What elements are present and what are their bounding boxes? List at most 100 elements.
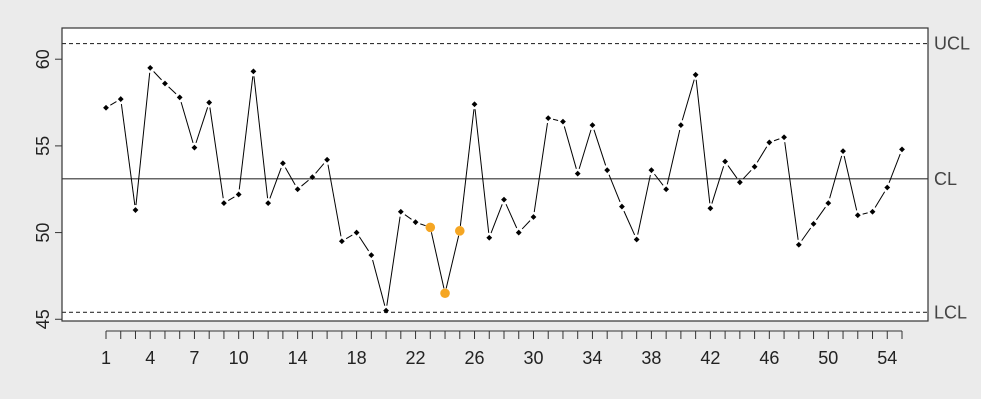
series-segment: [756, 146, 768, 163]
series-segment: [404, 214, 412, 220]
series-segment: [238, 76, 254, 190]
data-point: [854, 212, 861, 219]
data-point: [736, 179, 743, 186]
plot-area: [61, 27, 929, 322]
series-segment: [801, 227, 812, 241]
series-segment: [727, 165, 738, 179]
series-segment: [784, 142, 799, 240]
data-point: [766, 139, 773, 146]
series-segment: [654, 173, 664, 186]
series-segment: [195, 107, 209, 144]
data-point: [604, 167, 611, 174]
data-point-highlighted: [440, 288, 450, 299]
series: [103, 64, 905, 314]
x-tick-label: 26: [465, 348, 485, 368]
y-tick-label: 45: [33, 309, 53, 329]
series-segment: [345, 234, 353, 240]
series-segment: [829, 155, 843, 199]
data-point: [397, 208, 404, 215]
data-point: [663, 186, 670, 193]
x-tick-label: 10: [229, 348, 249, 368]
series-segment: [253, 76, 269, 199]
data-point-highlighted: [454, 226, 465, 236]
series-segment: [816, 206, 826, 221]
data-point: [103, 104, 109, 111]
data-point-highlighted: [425, 222, 436, 233]
data-point: [147, 64, 154, 71]
data-point: [117, 96, 124, 102]
series-segment: [327, 164, 342, 237]
data-point: [810, 221, 817, 227]
x-tick-label: 30: [523, 348, 543, 368]
data-point: [279, 160, 286, 167]
data-point: [221, 200, 227, 207]
series-segment: [608, 174, 621, 203]
data-point: [515, 229, 522, 236]
series-segment: [888, 153, 901, 184]
series-segment: [459, 109, 475, 226]
x-tick-label: 50: [818, 348, 838, 368]
data-point: [501, 196, 507, 203]
data-point: [191, 144, 198, 151]
data-point: [589, 122, 596, 128]
data-point: [383, 307, 389, 314]
data-point: [530, 214, 537, 220]
x-axis: 1 4 7 10 14 18 22 26 30 34 38 42 46 50 54: [101, 330, 903, 368]
data-point: [840, 148, 846, 154]
y-axis: 45 50 55 60: [33, 49, 63, 329]
data-point: [722, 158, 729, 165]
data-point: [633, 236, 640, 243]
x-tick-label: 54: [877, 348, 897, 368]
series-segment: [874, 191, 886, 208]
series-segment: [681, 79, 695, 121]
data-point: [338, 238, 345, 245]
data-point: [884, 184, 891, 191]
data-point: [751, 163, 758, 170]
series-segment: [386, 216, 401, 306]
limit-label-lcl: LCL: [934, 302, 967, 322]
series-segment: [742, 169, 752, 180]
series-segment: [445, 235, 460, 289]
x-tick-label: 34: [582, 348, 602, 368]
limit-label-ucl: UCL: [934, 34, 970, 54]
data-point: [574, 170, 581, 177]
x-tick-label: 1: [101, 348, 111, 368]
data-point: [132, 207, 139, 213]
series-segment: [552, 118, 559, 121]
series-segment: [623, 210, 636, 236]
series-segment: [269, 167, 282, 199]
series-segment: [135, 72, 151, 206]
data-point: [353, 229, 360, 236]
x-tick-label: 38: [641, 348, 661, 368]
series-segment: [593, 129, 607, 166]
series-segment: [843, 155, 858, 211]
data-point: [545, 115, 552, 122]
series-segment: [358, 236, 370, 252]
series-segment: [209, 107, 224, 199]
data-point: [692, 71, 699, 78]
data-point: [707, 205, 714, 212]
y-tick-label: 55: [33, 136, 53, 156]
limit-label-cl: CL: [934, 169, 957, 189]
data-point: [619, 203, 625, 210]
data-point: [560, 118, 566, 125]
x-tick-label: 22: [406, 348, 426, 368]
series-segment: [490, 204, 503, 234]
series-segment: [153, 71, 162, 81]
series-segment: [711, 166, 725, 204]
series-segment: [533, 123, 548, 213]
series-segment: [505, 203, 518, 229]
x-tick-label: 18: [347, 348, 367, 368]
data-point: [265, 200, 272, 207]
series-segment: [862, 212, 868, 215]
data-point: [250, 68, 257, 75]
data-point: [471, 101, 478, 108]
series-segment: [120, 103, 136, 206]
series-segment: [666, 129, 681, 185]
series-segment: [372, 259, 386, 306]
series-segment: [301, 179, 309, 187]
data-point: [324, 156, 331, 163]
series-segment: [521, 220, 531, 230]
data-point: [235, 191, 242, 198]
x-tick-label: 46: [759, 348, 779, 368]
